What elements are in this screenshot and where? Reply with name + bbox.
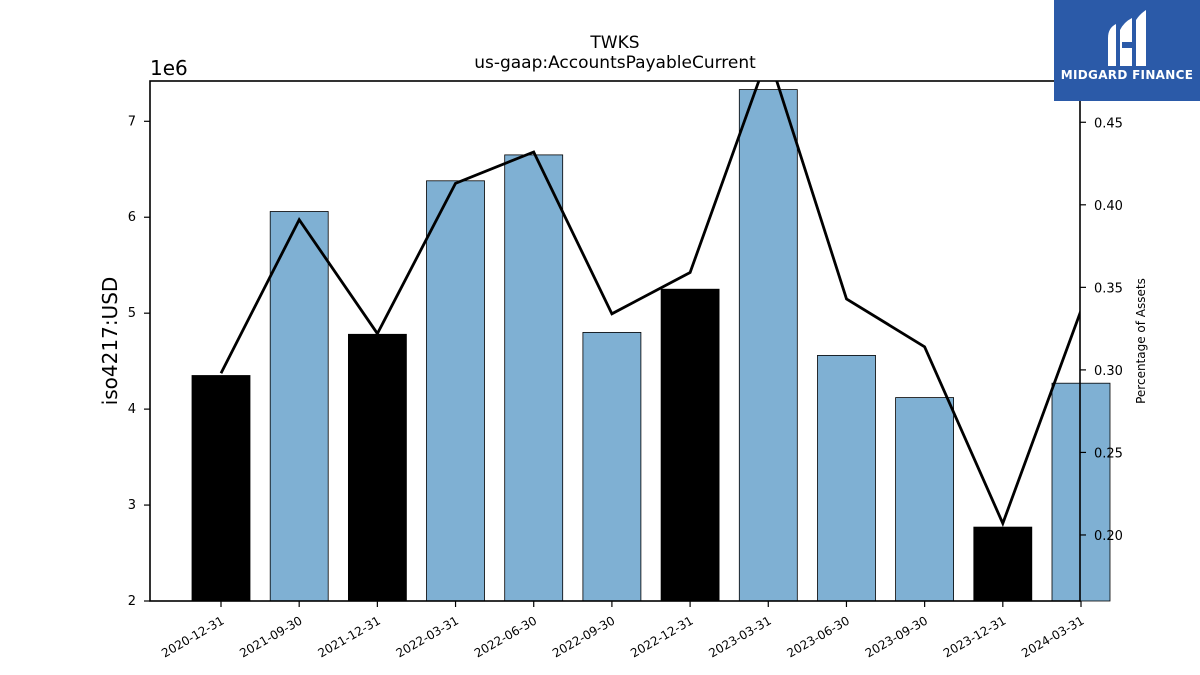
y2-tick-label: 0.35 <box>1094 281 1123 296</box>
y2-axis-label: Percentage of Assets <box>1134 278 1148 404</box>
y-tick-label: 5 <box>128 306 136 321</box>
y2-tick-label: 0.25 <box>1094 446 1123 461</box>
bar-2022-09-30 <box>582 331 642 602</box>
chart-subtitle: us-gaap:AccountsPayableCurrent <box>474 53 756 73</box>
bar-2022-06-30 <box>504 154 564 602</box>
logo-mark-icon <box>1108 10 1146 66</box>
y2-tick-label: 0.30 <box>1094 364 1123 379</box>
x-tick-label: 2021-12-31 <box>315 613 382 660</box>
bar-2023-12-31 <box>973 526 1033 602</box>
bar-2023-06-30 <box>817 354 876 602</box>
bars-group <box>191 89 1111 602</box>
bar-2022-12-31 <box>660 288 720 602</box>
series-line <box>219 81 1080 528</box>
bar-2024-03-31 <box>1051 382 1111 602</box>
x-tick-label: 2021-09-30 <box>237 613 304 660</box>
y2-tick-label: 0.40 <box>1094 199 1123 214</box>
bar-2023-09-30 <box>895 397 954 602</box>
y-scale-label: 1e6 <box>150 56 188 80</box>
y-tick-label: 6 <box>128 210 136 225</box>
x-tick-label: 2020-12-31 <box>159 613 226 660</box>
x-tick-label: 2022-09-30 <box>550 613 617 660</box>
x-tick-label: 2024-03-31 <box>1019 613 1086 660</box>
x-tick-label: 2022-03-31 <box>394 613 461 660</box>
x-tick-label: 2023-06-30 <box>785 613 852 660</box>
logo: MIDGARD FINANCE <box>1054 0 1200 101</box>
y-axis-label: iso4217:USD <box>98 277 122 406</box>
x-tick-label: 2023-09-30 <box>863 613 930 660</box>
plot-frame <box>149 80 1081 602</box>
bar-2021-12-31 <box>347 333 407 602</box>
y-tick-label: 2 <box>128 594 136 609</box>
x-tick-label: 2023-12-31 <box>941 613 1008 660</box>
x-tick-label: 2022-12-31 <box>628 613 695 660</box>
chart-title: TWKS <box>589 33 639 53</box>
bar-2021-09-30 <box>269 211 329 602</box>
logo-text: MIDGARD FINANCE <box>1060 68 1194 82</box>
y-tick-label: 4 <box>128 402 136 417</box>
x-tick-label: 2022-06-30 <box>472 613 539 660</box>
y-tick-label: 3 <box>128 498 136 513</box>
x-tick-label: 2023-03-31 <box>706 613 773 660</box>
bar-2023-03-31 <box>738 89 798 602</box>
y2-tick-label: 0.45 <box>1094 116 1123 131</box>
line-group <box>219 81 1080 528</box>
bar-2022-03-31 <box>426 180 485 602</box>
y-tick-label: 7 <box>128 114 136 129</box>
y2-tick-label: 0.20 <box>1094 529 1123 544</box>
bar-2020-12-31 <box>191 375 251 602</box>
